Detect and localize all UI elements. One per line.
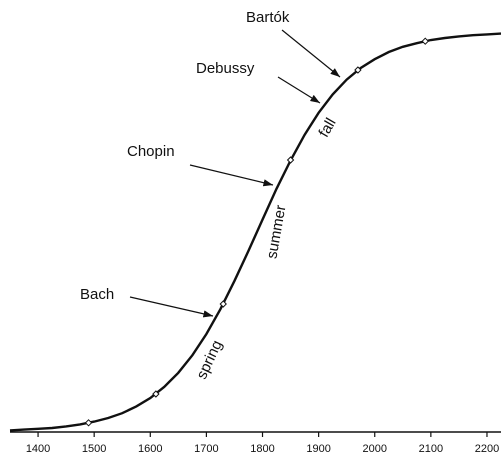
x-tick-label: 1400 bbox=[26, 443, 50, 455]
annotation-arrow bbox=[189, 164, 274, 187]
annotation: Chopin bbox=[127, 143, 175, 160]
marker bbox=[286, 156, 295, 164]
season-label: fall bbox=[315, 115, 339, 140]
x-tick-label: 2000 bbox=[363, 443, 387, 455]
season-label: spring bbox=[193, 338, 226, 382]
marker bbox=[219, 300, 227, 308]
annotation-arrow bbox=[281, 29, 341, 78]
x-tick-label: 2100 bbox=[419, 443, 443, 455]
marker bbox=[152, 390, 160, 398]
x-tick-label: 1900 bbox=[306, 443, 330, 455]
x-tick-label: 2200 bbox=[475, 443, 499, 455]
x-tick-label: 1500 bbox=[82, 443, 106, 455]
season-label: summer bbox=[263, 204, 289, 260]
annotation-arrow bbox=[277, 76, 321, 104]
annotation: Bach bbox=[80, 286, 114, 303]
annotation: Bartók bbox=[246, 9, 290, 26]
annotation: Debussy bbox=[196, 60, 255, 77]
marker bbox=[354, 66, 362, 74]
annotation-arrow bbox=[129, 296, 214, 318]
x-tick-label: 1700 bbox=[194, 443, 218, 455]
marker bbox=[421, 37, 429, 45]
x-tick-label: 1800 bbox=[250, 443, 274, 455]
curve bbox=[9, 32, 501, 432]
marker bbox=[84, 419, 93, 427]
x-tick-label: 1600 bbox=[138, 443, 162, 455]
